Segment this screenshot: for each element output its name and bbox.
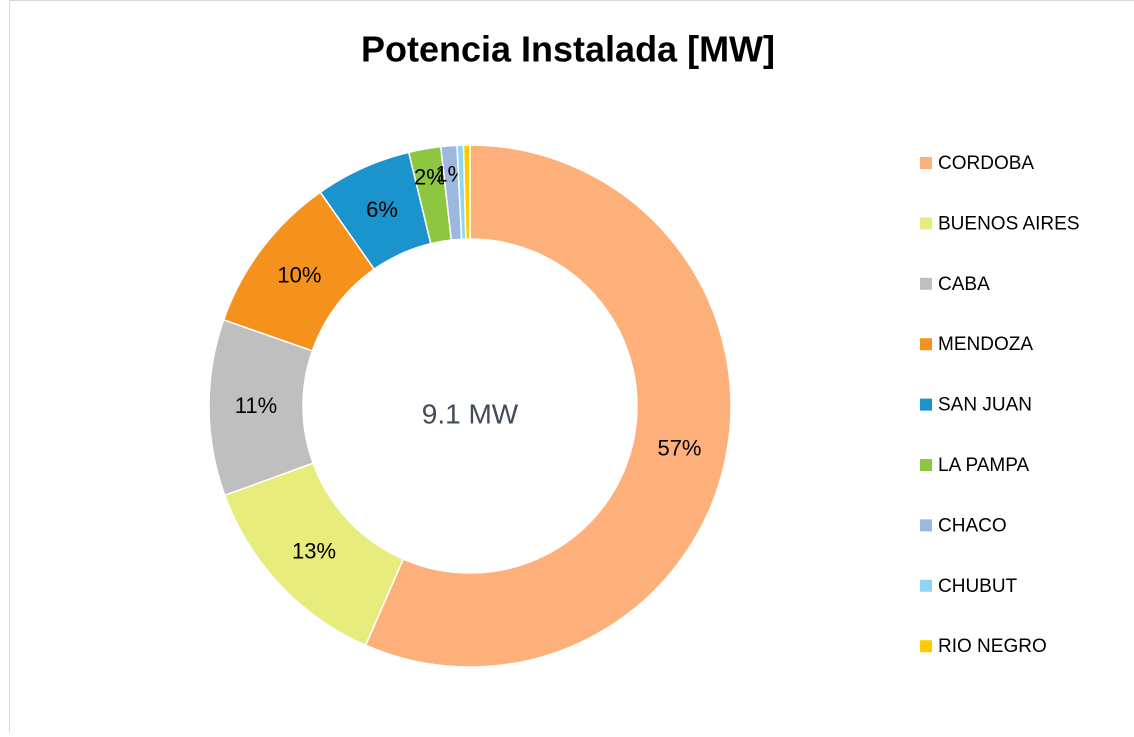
data-label: 57% [657, 436, 701, 461]
legend-label: CORDOBA [938, 153, 1034, 174]
center-label: 9.1 MW [422, 398, 519, 429]
legend-label: MENDOZA [938, 334, 1033, 355]
legend-swatch [920, 459, 932, 471]
legend-swatch [920, 278, 932, 290]
data-label: 11% [235, 393, 277, 418]
legend-swatch [920, 640, 932, 652]
legend-swatch [920, 157, 932, 169]
legend-swatch [920, 399, 932, 411]
legend-label: CABA [938, 274, 990, 295]
data-label: 10% [277, 263, 321, 288]
legend-swatch [920, 519, 932, 531]
legend-label: CHUBUT [938, 576, 1018, 597]
legend-swatch [920, 338, 932, 350]
legend-swatch [920, 217, 932, 229]
legend-label: RIO NEGRO [938, 636, 1047, 657]
chart-title: Potencia Instalada [MW] [361, 29, 775, 70]
data-label: 6% [366, 197, 398, 222]
legend-label: CHACO [938, 515, 1007, 536]
legend-label: SAN JUAN [938, 395, 1032, 416]
legend-label: LA PAMPA [938, 455, 1029, 476]
legend-label: BUENOS AIRES [938, 213, 1080, 234]
legend-swatch [920, 580, 932, 592]
data-label: 13% [292, 538, 336, 563]
